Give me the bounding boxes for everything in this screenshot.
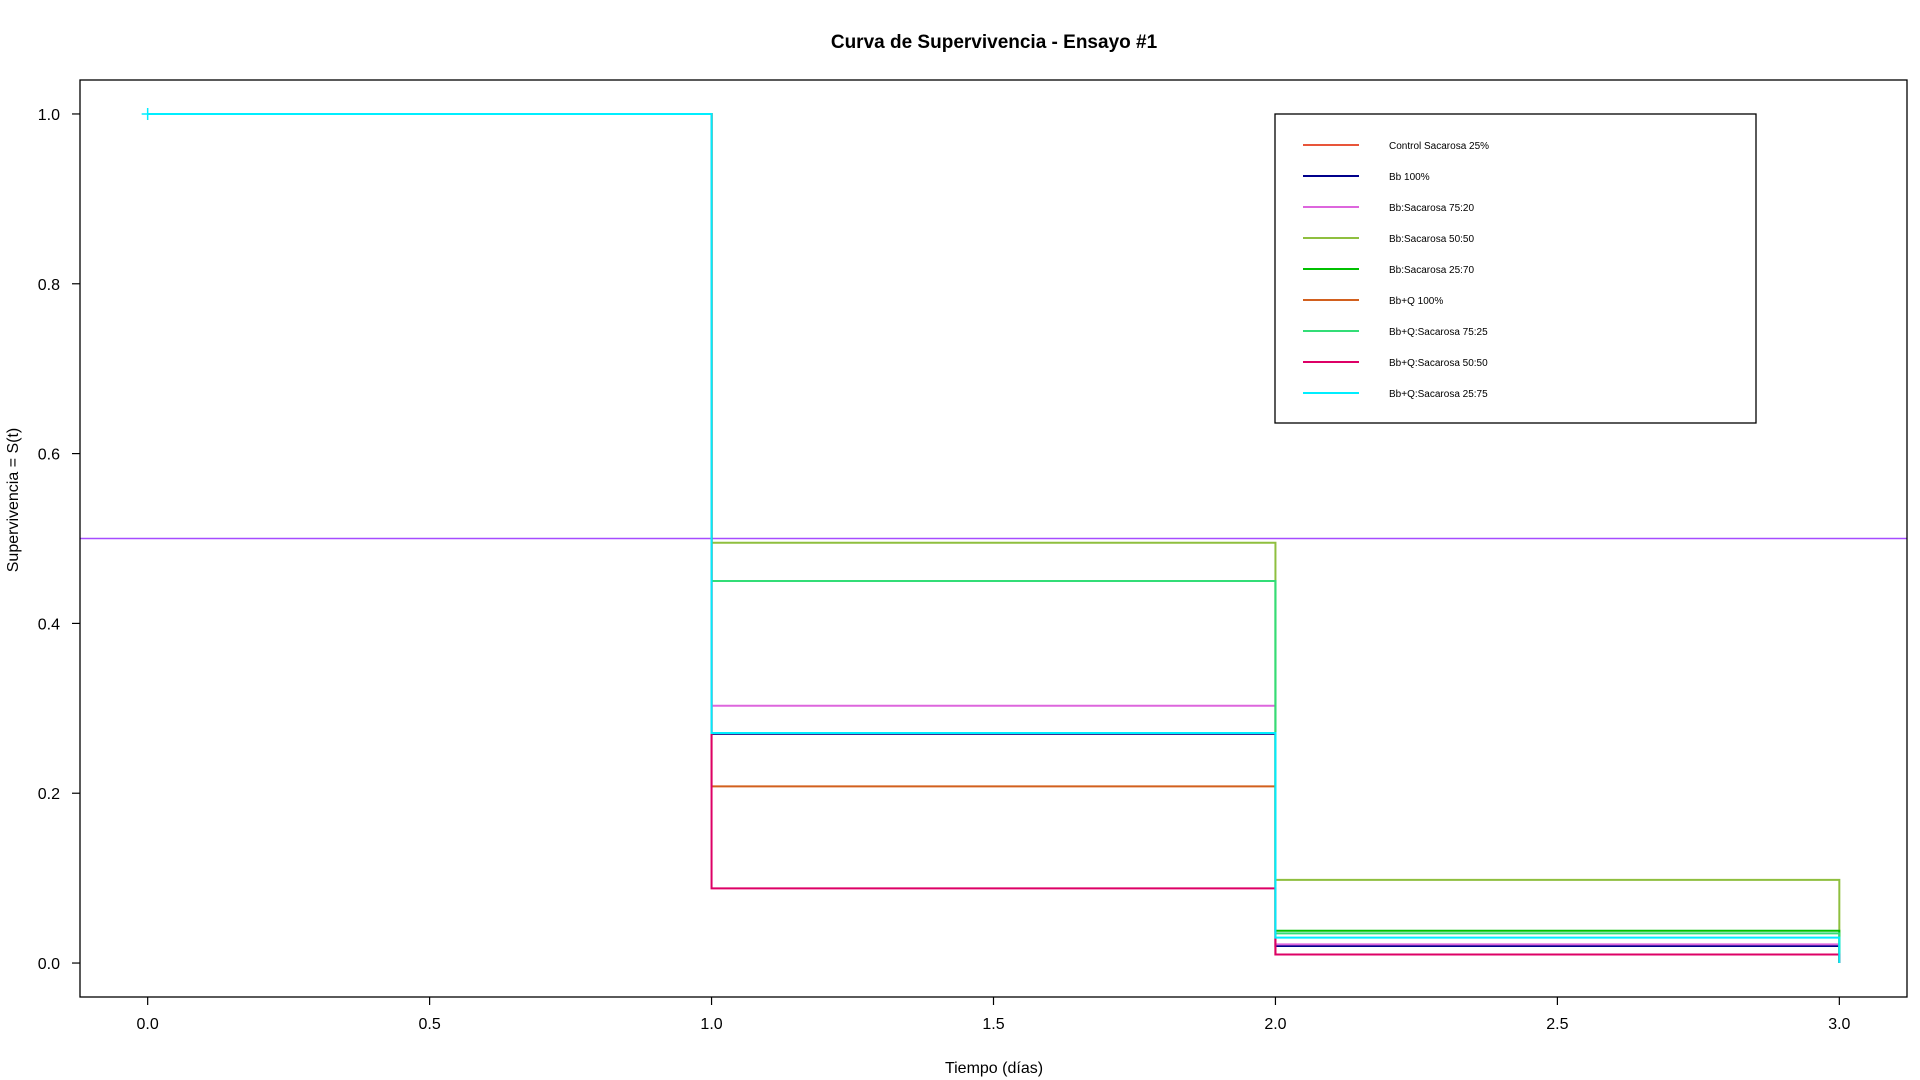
y-tick-label: 0.6 bbox=[38, 447, 60, 464]
x-tick-label: 1.5 bbox=[982, 1016, 1004, 1033]
x-tick-label: 2.5 bbox=[1546, 1016, 1568, 1033]
legend: Control Sacarosa 25% Bb 100% Bb:Sacarosa 7… bbox=[1274, 113, 1757, 424]
y-tick-label: 1.0 bbox=[38, 107, 60, 124]
legend-label-2: Bb 100% bbox=[1389, 172, 1430, 183]
legend-label-6: Bb+Q 100% bbox=[1389, 296, 1443, 307]
x-tick-label: 3.0 bbox=[1828, 1016, 1850, 1033]
y-tick-label: 0.4 bbox=[38, 616, 60, 633]
series-line-9 bbox=[147, 112, 1841, 964]
censor-mark bbox=[141, 107, 154, 120]
x-tick-label: 2.0 bbox=[1264, 1016, 1286, 1033]
x-tick-label: 0.5 bbox=[418, 1016, 440, 1033]
y-axis-label: Supervivencia = S(t) bbox=[5, 428, 22, 573]
y-tick-label: 0.0 bbox=[38, 956, 60, 973]
legend-label-4: Bb:Sacarosa 50:50 bbox=[1389, 234, 1474, 245]
y-axis-ticks: 0.0 0.2 0.4 0.6 0.8 1.0 bbox=[38, 107, 80, 973]
y-tick-label: 0.2 bbox=[38, 786, 60, 803]
plot-frame bbox=[79, 79, 1908, 998]
legend-label-9: Bb+Q:Sacarosa 25:75 bbox=[1389, 389, 1488, 400]
legend-label-7: Bb+Q:Sacarosa 75:25 bbox=[1389, 327, 1488, 338]
legend-label-8: Bb+Q:Sacarosa 50:50 bbox=[1389, 358, 1488, 369]
x-axis-label: Tiempo (días) bbox=[945, 1060, 1043, 1077]
x-tick-label: 0.0 bbox=[137, 1016, 159, 1033]
plot-lines bbox=[80, 107, 1907, 964]
x-axis-ticks: 0.0 0.5 1.0 1.5 2.0 2.5 3.0 bbox=[137, 997, 1851, 1033]
x-tick-label: 1.0 bbox=[700, 1016, 722, 1033]
legend-label-1: Control Sacarosa 25% bbox=[1389, 141, 1489, 152]
y-tick-label: 0.8 bbox=[38, 277, 60, 294]
legend-label-3: Bb:Sacarosa 75:20 bbox=[1389, 203, 1474, 214]
legend-label-5: Bb:Sacarosa 25:70 bbox=[1389, 265, 1474, 276]
chart-title: Curva de Supervivencia - Ensayo #1 bbox=[831, 32, 1158, 53]
